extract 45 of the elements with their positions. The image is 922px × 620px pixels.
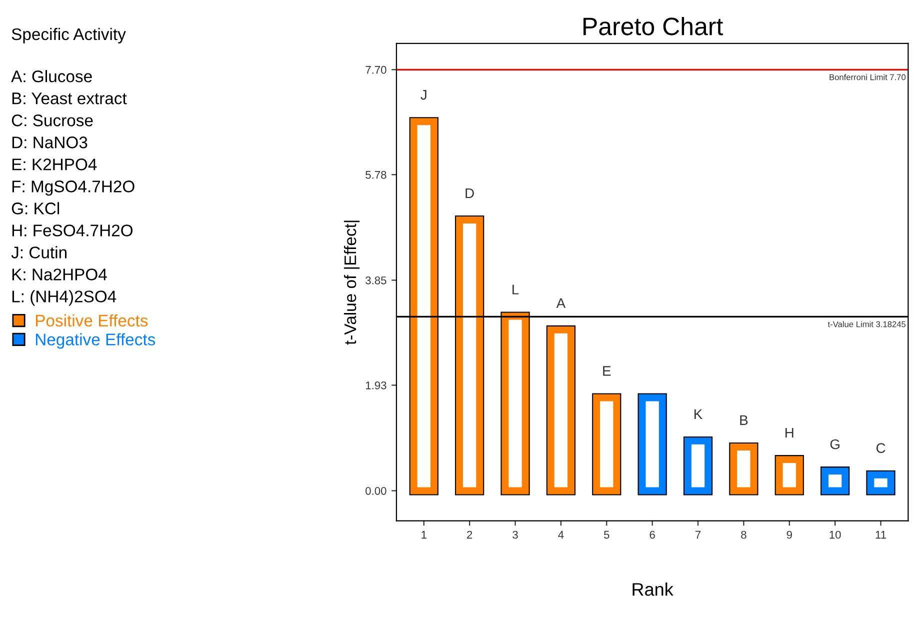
y-tick-label: 0.00 xyxy=(366,486,386,495)
y-tick-label: 3.85 xyxy=(366,276,386,284)
text: Specific Activity xyxy=(12,28,126,44)
x-tick-label: 7 xyxy=(695,530,701,539)
x-tick-label: 3 xyxy=(512,530,518,539)
text: L: (NH4)2SO4 xyxy=(12,290,116,306)
x-tick-label: 11 xyxy=(876,530,886,539)
text: F: MgSO4.7H2O xyxy=(12,180,134,196)
text: G: KCl xyxy=(12,202,60,214)
x-tick-label: 10 xyxy=(830,530,841,539)
y-axis-title: t-Value of |Effect| xyxy=(344,220,360,345)
annotation: B xyxy=(740,415,748,425)
legend-label: Negative Effects xyxy=(36,333,156,349)
ref-line-label: t-Value Limit 3.18245 xyxy=(828,321,906,328)
text: D: NaNO3 xyxy=(12,136,88,148)
x-axis-title: Rank xyxy=(632,582,674,596)
x-tick-label: 1 xyxy=(422,530,426,539)
text: E: K2HPO4 xyxy=(12,158,97,170)
chart-title: Pareto Chart xyxy=(584,16,724,36)
annotation: A xyxy=(556,298,566,308)
text: J: Cutin xyxy=(11,246,66,258)
annotation: C xyxy=(876,443,886,453)
ref-line-label: Bonferroni Limit 7.70 xyxy=(830,74,906,80)
text: A: Glucose xyxy=(11,70,92,82)
x-tick-label: 8 xyxy=(741,530,746,539)
annotation: H xyxy=(786,428,794,438)
x-tick-label: 5 xyxy=(604,530,610,539)
x-tick-label: 4 xyxy=(558,530,564,539)
annotation: L xyxy=(512,284,519,294)
annotation: G xyxy=(830,439,840,450)
x-tick-label: 2 xyxy=(467,530,472,539)
annotation: E xyxy=(603,366,611,376)
y-tick-label: 1.93 xyxy=(366,381,386,390)
text: H: FeSO4.7H2O xyxy=(12,224,133,236)
text: K: Na2HPO4 xyxy=(12,268,107,280)
annotation: D xyxy=(466,188,474,198)
x-tick-label: 9 xyxy=(786,530,792,539)
text: C: Sucrose xyxy=(12,114,93,126)
x-tick-label: 6 xyxy=(650,530,655,539)
annotation: K xyxy=(694,409,702,419)
annotation: J xyxy=(420,90,426,100)
text: B: Yeast extract xyxy=(12,92,127,104)
legend-label: Positive Effects xyxy=(36,314,148,327)
y-tick-label: 5.78 xyxy=(366,170,386,179)
y-tick-label: 7.70 xyxy=(366,66,386,74)
